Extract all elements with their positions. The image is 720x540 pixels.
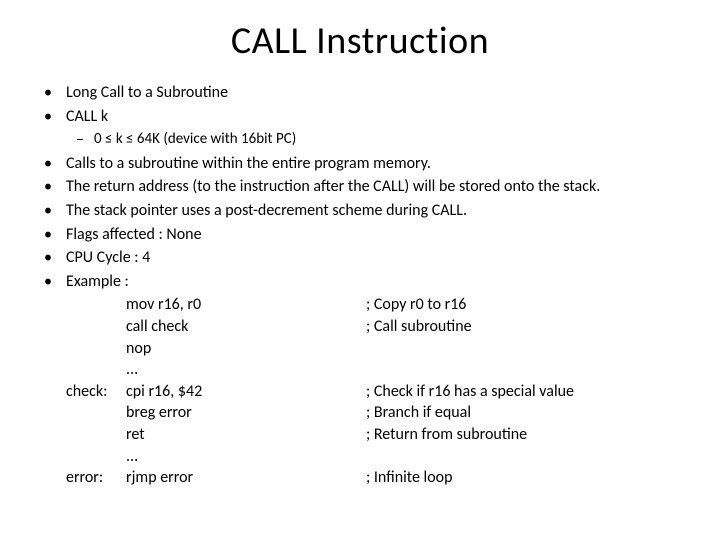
code-label [66, 316, 126, 338]
slide: CALL Instruction • Long Call to a Subrou… [0, 0, 720, 540]
code-instruction: ret [126, 424, 366, 446]
code-instruction: cpi r16, $42 [126, 381, 366, 403]
bullet-text: Long Call to a Subroutine [66, 82, 228, 104]
code-line: call check ; Call subroutine [66, 316, 690, 338]
code-instruction: mov r16, r0 [126, 294, 366, 316]
bullet-glyph: • [30, 106, 66, 128]
code-line: ... [66, 446, 690, 468]
slide-title: CALL Instruction [30, 18, 690, 64]
bullet-text: The return address (to the instruction a… [66, 176, 600, 198]
bullet-item: • Flags affected : None [30, 224, 690, 246]
code-comment: ; Copy r0 to r16 [366, 294, 690, 316]
code-label [66, 424, 126, 446]
code-comment [366, 446, 690, 468]
code-line: mov r16, r0 ; Copy r0 to r16 [66, 294, 690, 316]
code-instruction: rjmp error [126, 467, 366, 489]
sub-bullet-glyph: – [66, 129, 94, 151]
code-label [66, 402, 126, 424]
bullet-glyph: • [30, 176, 66, 198]
bullet-text: Calls to a subroutine within the entire … [66, 153, 431, 175]
code-line: breg error ; Branch if equal [66, 402, 690, 424]
code-label [66, 294, 126, 316]
code-label [66, 446, 126, 468]
bullet-item: • The stack pointer uses a post-decremen… [30, 200, 690, 222]
bullet-glyph: • [30, 224, 66, 246]
bullet-item: • CPU Cycle : 4 [30, 247, 690, 269]
code-instruction: call check [126, 316, 366, 338]
code-label [66, 338, 126, 360]
bullet-glyph: • [30, 82, 66, 104]
code-comment: ; Return from subroutine [366, 424, 690, 446]
code-label: check: [66, 381, 126, 403]
bullet-text: CPU Cycle : 4 [66, 247, 150, 269]
bullet-item: • Example : [30, 271, 690, 293]
code-line: error: rjmp error ; Infinite loop [66, 467, 690, 489]
code-instruction: nop [126, 338, 366, 360]
code-comment [366, 359, 690, 381]
code-line: check: cpi r16, $42 ; Check if r16 has a… [66, 381, 690, 403]
sub-bullet-item: – 0 ≤ k ≤ 64K (device with 16bit PC) [30, 129, 690, 151]
code-comment [366, 338, 690, 360]
sub-bullet-text: 0 ≤ k ≤ 64K (device with 16bit PC) [94, 129, 296, 151]
code-comment: ; Call subroutine [366, 316, 690, 338]
bullet-text: The stack pointer uses a post-decrement … [66, 200, 467, 222]
bullet-glyph: • [30, 153, 66, 175]
bullet-text: Example : [66, 271, 129, 293]
code-label [66, 359, 126, 381]
bullet-glyph: • [30, 247, 66, 269]
bullet-item: • Long Call to a Subroutine [30, 82, 690, 104]
code-label: error: [66, 467, 126, 489]
bullet-item: • The return address (to the instruction… [30, 176, 690, 198]
code-instruction: breg error [126, 402, 366, 424]
bullet-item: • Calls to a subroutine within the entir… [30, 153, 690, 175]
bullet-text: CALL k [66, 106, 108, 128]
code-example: mov r16, r0 ; Copy r0 to r16 call check … [30, 294, 690, 488]
bullet-glyph: • [30, 271, 66, 293]
code-instruction: ... [126, 359, 366, 381]
bullet-text: Flags affected : None [66, 224, 202, 246]
code-comment: ; Branch if equal [366, 402, 690, 424]
code-line: ret ; Return from subroutine [66, 424, 690, 446]
code-line: nop [66, 338, 690, 360]
bullet-item: • CALL k [30, 106, 690, 128]
bullet-glyph: • [30, 200, 66, 222]
code-instruction: ... [126, 446, 366, 468]
code-comment: ; Check if r16 has a special value [366, 381, 690, 403]
code-comment: ; Infinite loop [366, 467, 690, 489]
slide-content: • Long Call to a Subroutine • CALL k – 0… [30, 82, 690, 489]
code-line: ... [66, 359, 690, 381]
